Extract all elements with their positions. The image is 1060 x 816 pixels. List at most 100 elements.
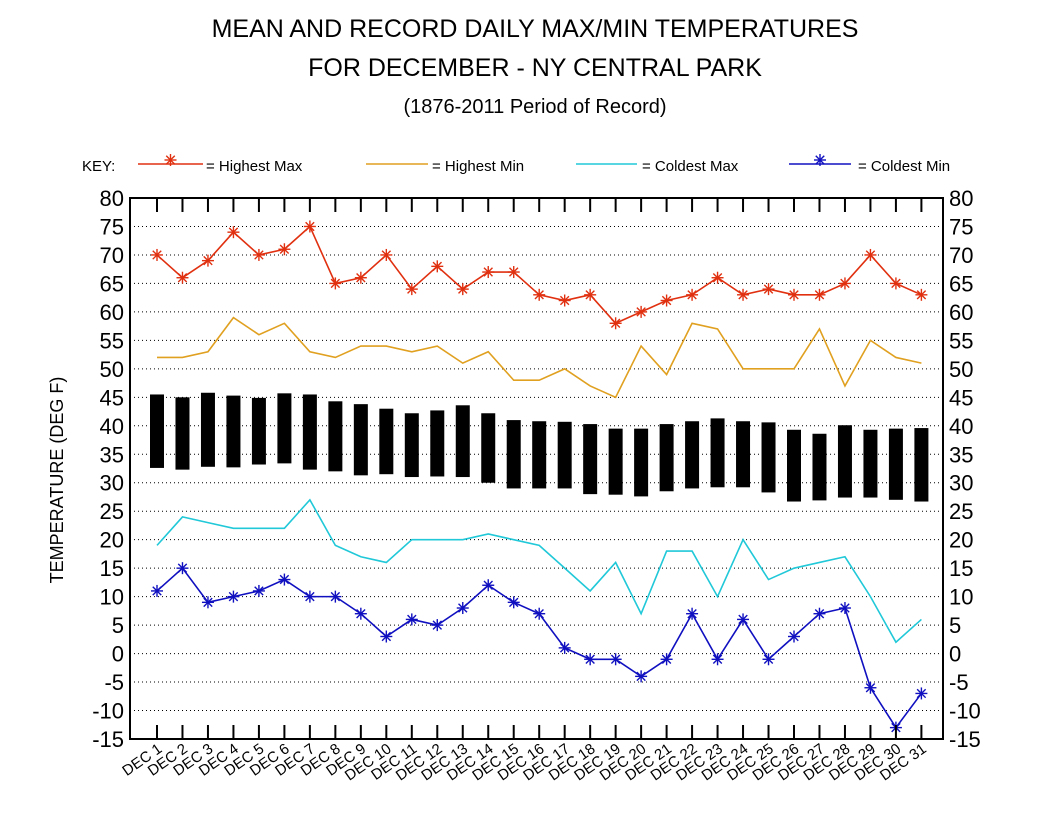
- y-tick-label: 40: [949, 414, 973, 439]
- mean-range-bar: [557, 421, 572, 489]
- asterisk-marker: [814, 154, 826, 166]
- y-tick-label: 0: [112, 642, 124, 667]
- mean-range-bar: [430, 410, 445, 477]
- y-tick-label: 30: [949, 471, 973, 496]
- mean-range-bar: [812, 433, 827, 501]
- mean-temperature-bars: [150, 392, 929, 502]
- series-line-3: [156, 566, 923, 730]
- y-tick-label: 45: [100, 385, 124, 410]
- asterisk-marker: [660, 294, 673, 307]
- asterisk-marker: [252, 248, 265, 261]
- asterisk-marker: [176, 271, 189, 284]
- asterisk-marker: [533, 288, 546, 301]
- asterisk-marker: [380, 248, 393, 261]
- y-tick-label: 15: [949, 556, 973, 581]
- mean-range-bar: [353, 404, 368, 476]
- asterisk-marker: [889, 277, 902, 290]
- asterisk-marker: [762, 653, 775, 666]
- mean-range-bar: [659, 424, 674, 492]
- asterisk-marker: [151, 248, 163, 261]
- asterisk-marker: [456, 283, 469, 296]
- mean-range-bar: [150, 394, 164, 468]
- asterisk-marker: [482, 266, 495, 279]
- y-tick-label: 20: [100, 528, 124, 553]
- mean-range-bar: [787, 429, 801, 502]
- y-tick-label: 75: [949, 214, 973, 239]
- y-tick-label: 30: [100, 471, 124, 496]
- asterisk-marker: [737, 613, 750, 626]
- y-tick-label: 10: [949, 585, 973, 610]
- asterisk-marker: [227, 590, 240, 603]
- asterisk-marker: [201, 596, 214, 609]
- mean-range-bar: [583, 424, 598, 495]
- y-tick-label: 5: [949, 613, 961, 638]
- mean-range-bar: [506, 420, 521, 489]
- asterisk-marker: [686, 607, 699, 620]
- series-line-1: [157, 316, 922, 399]
- y-tick-label: 60: [100, 300, 124, 325]
- y-tick-label: 75: [100, 214, 124, 239]
- legend-key-label: KEY:: [82, 158, 115, 175]
- asterisk-marker: [788, 288, 800, 301]
- mean-range-bar: [328, 401, 343, 472]
- asterisk-marker: [915, 687, 928, 700]
- asterisk-marker: [303, 220, 316, 233]
- legend-label: = Coldest Max: [642, 158, 739, 175]
- y-tick-label: 25: [100, 499, 124, 524]
- y-tick-label: 40: [100, 414, 124, 439]
- mean-range-bar: [277, 393, 292, 464]
- asterisk-marker: [584, 653, 597, 666]
- mean-range-bar: [404, 413, 419, 478]
- asterisk-marker: [456, 602, 469, 615]
- chart-title: MEAN AND RECORD DAILY MAX/MIN TEMPERATUR…: [212, 15, 859, 43]
- asterisk-marker: [405, 283, 418, 296]
- asterisk-marker: [558, 641, 571, 654]
- y-tick-label: -10: [92, 699, 124, 724]
- y-tick-label: 50: [100, 357, 124, 382]
- asterisk-marker: [354, 607, 367, 620]
- y-axis-left-labels: -15 -10 -5 0 5 10 15 20 25 30 35 40 45 50 55 60 65 70 75 80: [92, 186, 124, 752]
- asterisk-marker: [354, 271, 367, 284]
- y-axis-right-labels: -15 -10 -5 0 5 10 15 20 25 30 35 40 45 50 55 60 65 70 75 80: [949, 186, 981, 752]
- chart-subtitle: (1876-2011 Period of Record): [403, 96, 666, 118]
- y-tick-label: 15: [100, 556, 124, 581]
- mean-range-bar: [302, 394, 317, 470]
- y-tick-label: 55: [100, 328, 124, 353]
- asterisk-marker: [431, 619, 444, 632]
- y-axis-title: TEMPERATURE (DEG F): [47, 377, 67, 584]
- mean-range-bar: [710, 418, 725, 488]
- asterisk-marker: [278, 243, 291, 256]
- mean-range-bar: [761, 422, 776, 493]
- y-tick-label: 80: [100, 186, 124, 211]
- mean-range-bar: [379, 408, 394, 475]
- asterisk-marker: [635, 670, 648, 683]
- y-tick-label: -10: [949, 699, 981, 724]
- mean-range-bar: [200, 392, 215, 467]
- asterisk-marker: [507, 596, 520, 609]
- asterisk-marker: [227, 226, 240, 239]
- y-tick-label: 80: [949, 186, 973, 211]
- mean-range-bar: [226, 395, 241, 468]
- y-tick-label: 0: [949, 642, 961, 667]
- asterisk-marker: [609, 653, 622, 666]
- asterisk-marker: [164, 154, 177, 166]
- y-tick-label: 45: [949, 385, 973, 410]
- asterisk-marker: [278, 573, 291, 586]
- asterisk-marker: [838, 277, 851, 290]
- asterisk-marker: [788, 630, 800, 643]
- mean-range-bar: [736, 421, 751, 488]
- asterisk-marker: [201, 254, 214, 267]
- y-tick-label: 65: [949, 271, 973, 296]
- chart-title-line2: FOR DECEMBER - NY CENTRAL PARK: [308, 54, 762, 82]
- y-tick-label: -15: [949, 727, 981, 752]
- legend-label: = Coldest Min: [858, 158, 950, 175]
- y-tick-label: 10: [100, 585, 124, 610]
- y-tick-label: 55: [949, 328, 973, 353]
- mean-range-bar: [863, 429, 878, 498]
- asterisk-marker: [252, 584, 265, 597]
- asterisk-marker: [813, 288, 826, 301]
- y-tick-label: -5: [104, 670, 124, 695]
- y-tick-label: 70: [100, 243, 124, 268]
- record-series-markers: [151, 220, 928, 734]
